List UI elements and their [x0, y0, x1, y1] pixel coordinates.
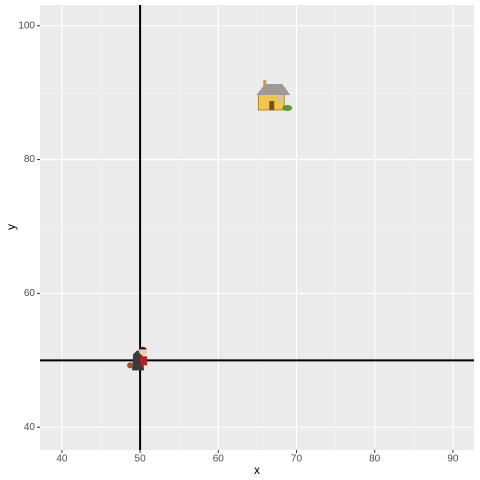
x-tick-label: 60: [213, 454, 225, 465]
x-tick-label: 50: [135, 454, 147, 465]
x-tick-label: 80: [369, 454, 381, 465]
roof: [256, 84, 291, 96]
x-axis-title: x: [254, 463, 260, 477]
y-tick-label: 100: [18, 20, 35, 31]
chimney: [263, 80, 267, 87]
x-tick-label: 90: [447, 454, 459, 465]
panel: [40, 5, 474, 450]
y-tick-label: 80: [24, 154, 36, 165]
y-axis-title: y: [4, 224, 18, 230]
hair: [139, 346, 148, 350]
basket: [127, 362, 134, 369]
point-icon: [256, 80, 293, 112]
window: [277, 98, 282, 103]
y-tick-label: 40: [24, 422, 36, 433]
x-tick-label: 70: [291, 454, 303, 465]
x-tick-label: 40: [56, 454, 68, 465]
shirt: [140, 356, 148, 366]
bush: [282, 105, 293, 112]
y-tick-label: 60: [24, 288, 36, 299]
point-icon: [127, 346, 148, 371]
door: [269, 101, 275, 111]
